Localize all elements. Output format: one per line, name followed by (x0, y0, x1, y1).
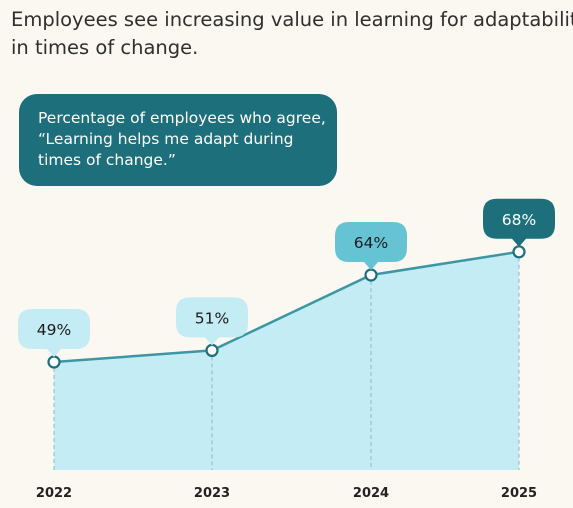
chart-subtitle-box: Percentage of employees who agree, “Lear… (19, 94, 337, 186)
data-label-2023: 51% (195, 309, 229, 327)
chart-subtitle-line-3: times of change.” (38, 151, 176, 169)
data-point-2023 (205, 343, 219, 357)
data-label-2022: 49% (37, 321, 71, 339)
data-point-2025 (512, 245, 526, 259)
data-point-2024 (364, 268, 378, 282)
value-bubble-2022 (18, 309, 90, 357)
value-bubble-2024 (335, 222, 407, 270)
x-tick-2023: 2023 (194, 486, 230, 501)
value-bubble-2023 (176, 297, 248, 346)
data-label-2024: 64% (354, 234, 388, 252)
data-point-2022 (47, 355, 61, 369)
area-fill (54, 251, 519, 470)
chart-title: Employees see increasing value in learni… (11, 6, 573, 62)
x-tick-2024: 2024 (353, 486, 389, 501)
chart-subtitle-line-2: “Learning helps me adapt during (38, 130, 294, 148)
data-label-2025: 68% (502, 211, 536, 229)
series-line (53, 250, 520, 364)
chart-title-line-2: in times of change. (11, 36, 199, 59)
chart-title-line-1: Employees see increasing value in learni… (11, 8, 573, 31)
x-tick-2022: 2022 (36, 486, 72, 501)
x-tick-2025: 2025 (501, 486, 537, 501)
chart-subtitle-line-1: Percentage of employees who agree, (38, 109, 326, 127)
value-bubble-2025 (483, 198, 555, 247)
